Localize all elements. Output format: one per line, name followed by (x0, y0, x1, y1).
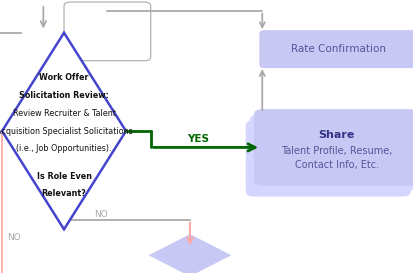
Text: YES: YES (187, 134, 209, 144)
Text: Review Recruiter & Talent: Review Recruiter & Talent (12, 109, 116, 118)
Text: Share: Share (318, 130, 355, 140)
Polygon shape (149, 234, 231, 273)
FancyBboxPatch shape (246, 120, 411, 197)
FancyBboxPatch shape (250, 115, 413, 191)
Text: NO: NO (7, 233, 21, 242)
FancyBboxPatch shape (64, 2, 151, 61)
Text: Relevant?: Relevant? (42, 189, 86, 198)
FancyBboxPatch shape (259, 30, 413, 68)
Text: Rate Confirmation: Rate Confirmation (291, 44, 386, 54)
Text: Solicitation Review:: Solicitation Review: (19, 91, 109, 100)
Text: Talent Profile, Resume,
Contact Info, Etc.: Talent Profile, Resume, Contact Info, Et… (281, 146, 392, 170)
Text: Work Offer: Work Offer (39, 73, 89, 82)
FancyBboxPatch shape (254, 109, 413, 186)
Text: NO: NO (94, 210, 108, 219)
Text: Is Role Even: Is Role Even (36, 172, 92, 180)
Polygon shape (2, 33, 126, 229)
Text: Acquisition Specialist Solicitations: Acquisition Specialist Solicitations (0, 127, 133, 135)
Text: (i.e., Job Opportunities).: (i.e., Job Opportunities). (16, 144, 112, 153)
